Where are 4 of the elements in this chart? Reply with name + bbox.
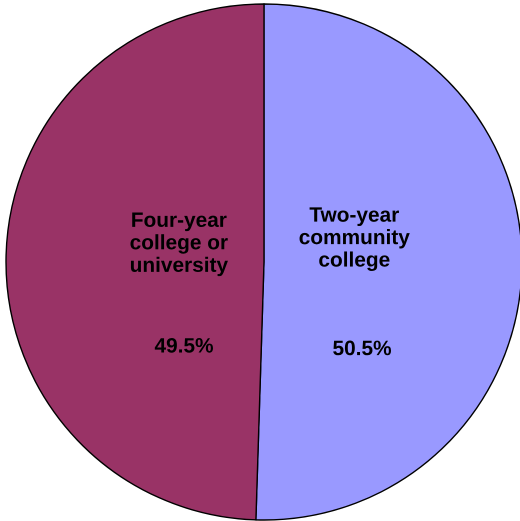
slice-label: Two-year community college (300, 207, 410, 271)
slice-label: Four-year college or university (130, 212, 228, 276)
data-label: 50.5% (333, 340, 392, 356)
data-label: 49.5% (154, 338, 214, 353)
